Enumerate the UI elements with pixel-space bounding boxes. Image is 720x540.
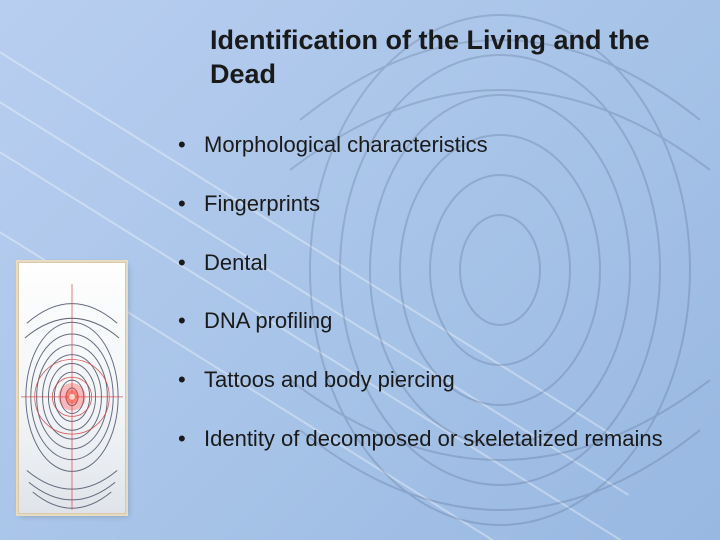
bullet-item: Dental xyxy=(170,248,680,279)
bullet-item: Identity of decomposed or skeletalized r… xyxy=(170,424,680,455)
fingerprint-side-image xyxy=(18,262,126,514)
bullet-item: Tattoos and body piercing xyxy=(170,365,680,396)
bullet-item: Morphological characteristics xyxy=(170,130,680,161)
bullet-item: Fingerprints xyxy=(170,189,680,220)
slide-container: Identification of the Living and the Dea… xyxy=(0,0,720,540)
slide-title: Identification of the Living and the Dea… xyxy=(210,24,670,92)
bullet-list: Morphological characteristics Fingerprin… xyxy=(170,130,680,483)
bullet-item: DNA profiling xyxy=(170,306,680,337)
